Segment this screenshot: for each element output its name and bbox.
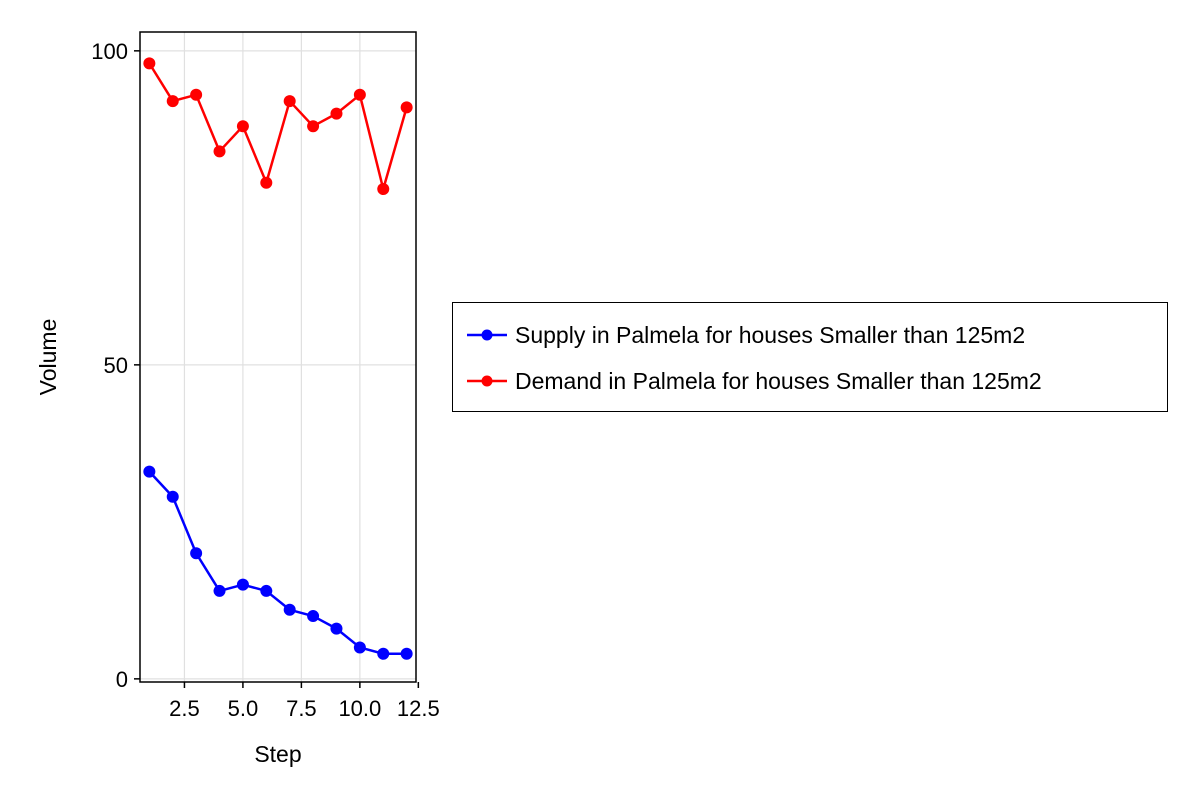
x-tick-label: 10.0 [338,696,381,721]
series-line [148,62,408,191]
data-point [260,584,273,597]
plot-frame [139,31,417,683]
data-point [190,547,203,560]
data-point [377,647,390,660]
y-tick-label: 50 [104,353,128,378]
y-tick-label: 0 [116,667,128,692]
legend-entry-demand: Demand in Palmela for houses Smaller tha… [465,361,1042,401]
axis-ticks: 2.5 5.0 7.5 10.0 12.5 0 50 100 [91,39,439,721]
data-point [190,88,203,101]
y-tick-label: 100 [91,39,128,64]
x-tick-label: 2.5 [169,696,200,721]
legend-marker-supply [467,329,507,341]
series-demand [143,57,413,196]
y-axis-title: Volume [35,319,61,396]
x-tick-label: 5.0 [228,696,259,721]
data-point [377,183,390,196]
grid-lines [140,32,416,682]
data-point [236,120,249,133]
data-point [143,465,156,478]
data-point [143,57,156,70]
legend: Supply in Palmela for houses Smaller tha… [452,302,1168,412]
data-point [283,603,296,616]
data-point [307,120,320,133]
x-tick-label: 12.5 [397,696,440,721]
series-layer [143,57,413,660]
data-point [307,610,320,623]
legend-label-demand: Demand in Palmela for houses Smaller tha… [515,367,1042,394]
data-point [166,95,179,108]
legend-label-supply: Supply in Palmela for houses Smaller tha… [515,321,1026,348]
legend-entry-supply: Supply in Palmela for houses Smaller tha… [465,315,1025,355]
data-point [353,88,366,101]
x-tick-label: 7.5 [286,696,317,721]
data-point [236,578,249,591]
data-point [213,584,226,597]
data-point [353,641,366,654]
data-point [283,95,296,108]
data-point [400,647,413,660]
legend-marker-demand [467,375,507,387]
x-axis-title: Step [254,741,301,767]
data-point [260,176,273,189]
series-line [148,470,407,655]
data-point [330,622,343,635]
data-point [400,101,413,114]
data-point [166,490,179,503]
series-supply [143,465,413,660]
data-point [330,107,343,120]
data-point [213,145,226,158]
